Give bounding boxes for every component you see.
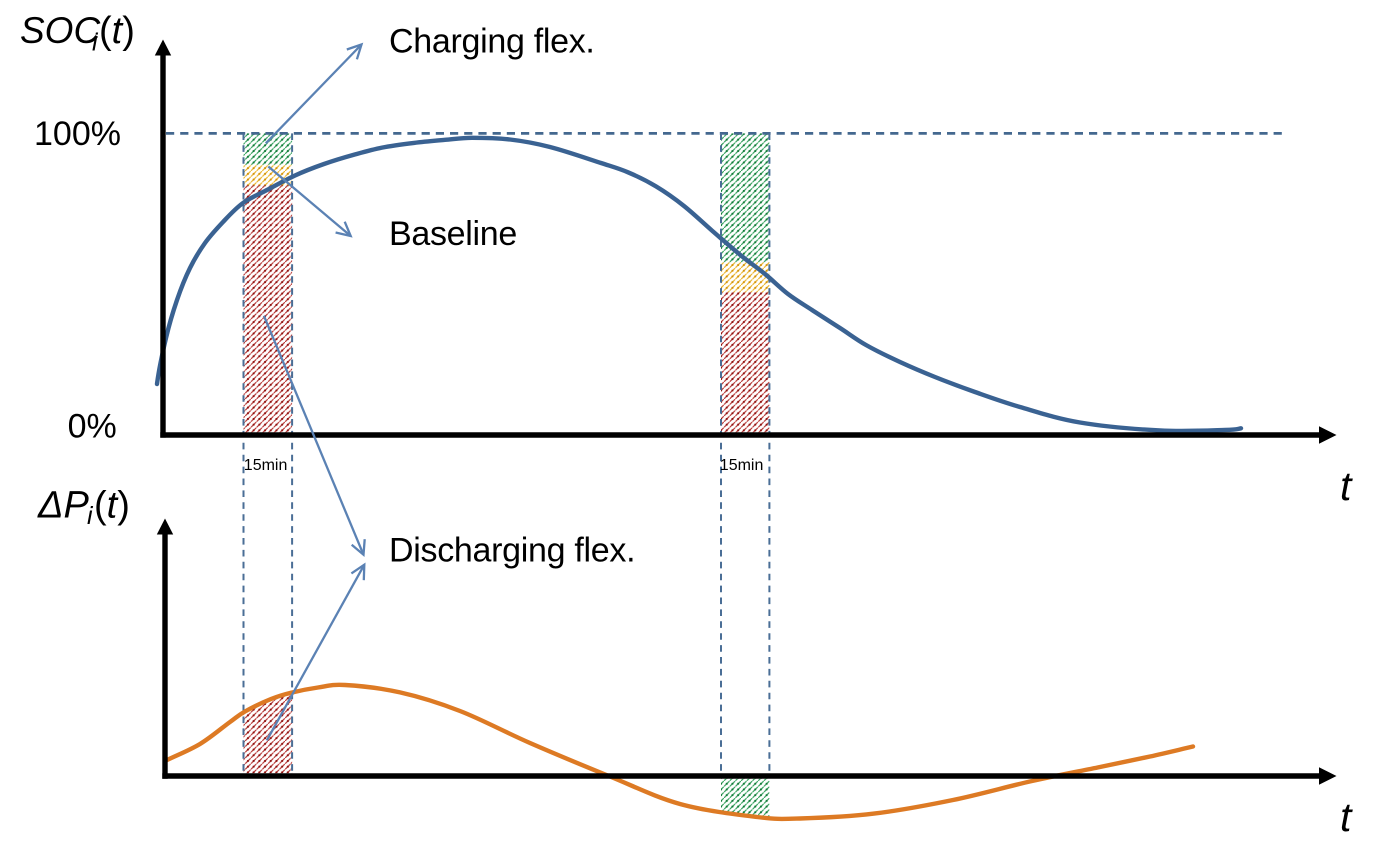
svg-text:i: i <box>87 502 94 530</box>
svg-text:Charging flex.: Charging flex. <box>389 22 595 60</box>
svg-text:Baseline: Baseline <box>389 215 517 253</box>
svg-text:0%: 0% <box>68 408 117 446</box>
svg-text:15min: 15min <box>244 457 288 474</box>
svg-text:i: i <box>92 29 99 57</box>
svg-text:(t): (t) <box>99 10 135 52</box>
svg-text:15min: 15min <box>720 457 764 474</box>
svg-text:ΔP: ΔP <box>37 484 89 526</box>
svg-text:Discharging flex.: Discharging flex. <box>389 532 635 570</box>
svg-text:100%: 100% <box>34 115 121 153</box>
svg-text:t: t <box>1340 794 1353 840</box>
svg-text:SOC: SOC <box>20 10 100 51</box>
svg-text:t: t <box>1340 463 1353 509</box>
svg-text:(t): (t) <box>94 484 130 526</box>
